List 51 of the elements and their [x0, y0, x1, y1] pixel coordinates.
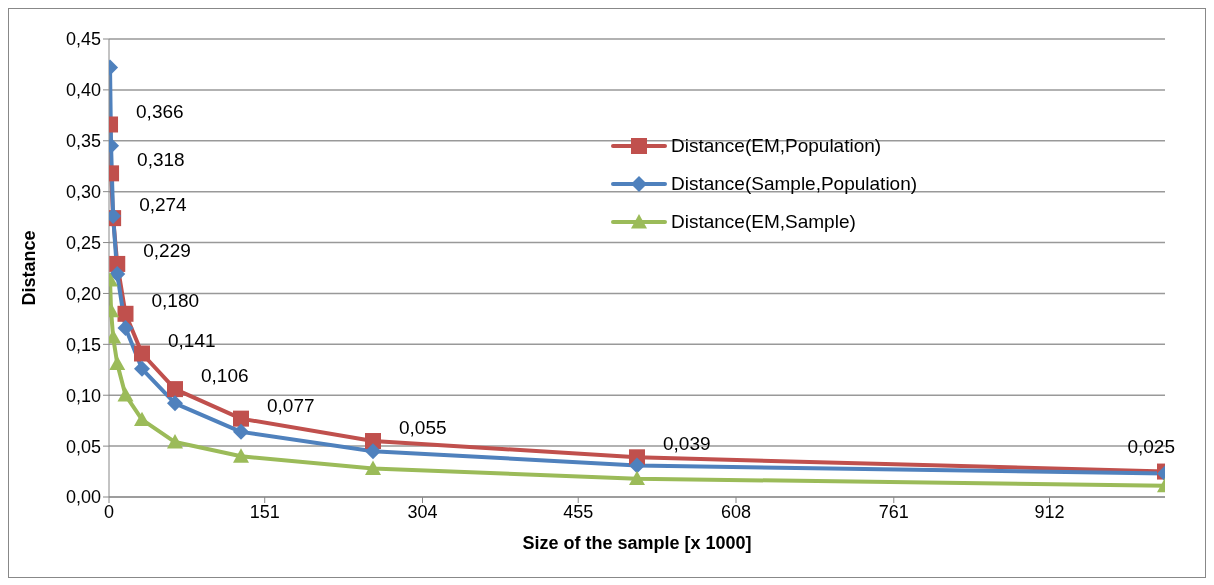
point — [233, 448, 249, 463]
data-label: 0,180 — [151, 289, 200, 311]
point — [109, 266, 126, 283]
y-tick-label: 0,40 — [65, 80, 101, 101]
point — [134, 411, 150, 427]
x-axis-title: Size of the sample [x 1000] — [522, 533, 752, 553]
point — [167, 434, 183, 449]
y-tick-label: 0,30 — [65, 182, 101, 203]
y-tick-label: 0,15 — [65, 334, 101, 355]
y-tick-label: 0,00 — [65, 487, 101, 508]
x-tick-label: 608 — [720, 501, 752, 522]
point — [365, 460, 381, 475]
legend-label: Distance(EM,Sample) — [671, 210, 856, 234]
legend-label: Distance(EM,Population) — [671, 134, 882, 158]
point — [629, 457, 645, 474]
x-tick-label: 151 — [249, 501, 280, 522]
x-tick-label: 0 — [103, 501, 115, 522]
y-tick-label: 0,20 — [65, 283, 101, 304]
x-tick-label: 304 — [407, 501, 438, 522]
data-label: 0,025 — [1127, 435, 1175, 457]
data-label: 0,106 — [201, 365, 249, 387]
data-label: 0,055 — [399, 417, 447, 439]
y-tick-label: 0,10 — [65, 385, 101, 406]
data-label: 0,229 — [143, 239, 191, 261]
point — [365, 443, 381, 460]
y-tick-label: 0,05 — [65, 436, 101, 457]
point — [134, 360, 150, 377]
point — [233, 423, 249, 440]
data-label: 0,077 — [267, 394, 315, 416]
x-tick-label: 455 — [563, 501, 594, 522]
legend-label: Distance(Sample,Population) — [671, 172, 918, 196]
data-label: 0,274 — [139, 194, 188, 216]
point — [167, 381, 183, 398]
data-label: 0,318 — [137, 149, 185, 171]
y-tick-label: 0,45 — [65, 29, 101, 50]
point — [117, 320, 134, 337]
point — [109, 355, 126, 371]
y-axis-title: Distance — [19, 230, 40, 306]
data-label: 0,039 — [663, 433, 711, 455]
data-label: 0,141 — [168, 329, 216, 351]
data-label: 0,366 — [136, 100, 184, 122]
y-tick-label: 0,25 — [65, 232, 101, 253]
x-tick-label: 912 — [1034, 501, 1065, 522]
point — [134, 345, 150, 362]
point — [167, 395, 183, 412]
point — [233, 410, 249, 427]
x-tick-label: 761 — [878, 501, 909, 522]
point — [117, 305, 134, 322]
point — [629, 470, 645, 486]
y-tick-label: 0,35 — [65, 131, 101, 152]
point — [117, 387, 134, 402]
